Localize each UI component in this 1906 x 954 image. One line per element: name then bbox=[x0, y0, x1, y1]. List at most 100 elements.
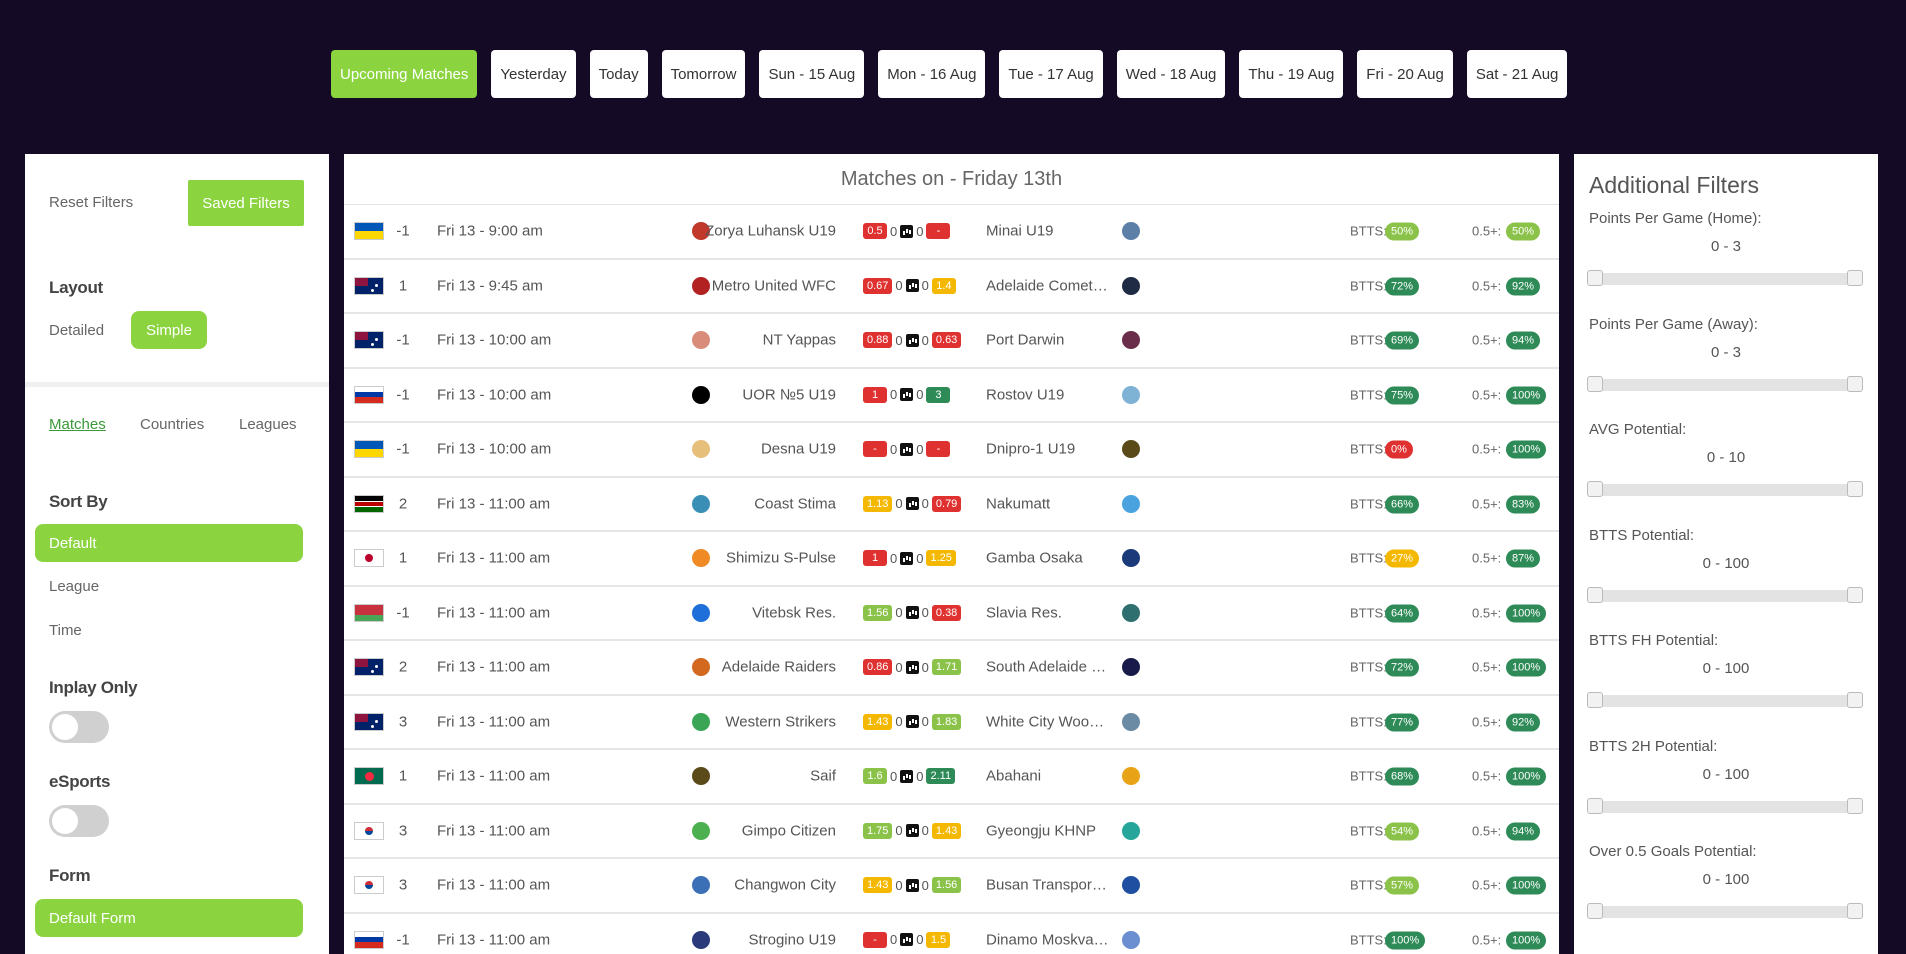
stats-chart-icon[interactable] bbox=[900, 770, 913, 783]
away-team-name[interactable]: Minai U19 bbox=[986, 223, 1111, 240]
sort-default-option[interactable]: Default bbox=[35, 524, 303, 562]
away-team-name[interactable]: Busan Transportation bbox=[986, 877, 1111, 894]
sort-league-option[interactable]: League bbox=[49, 578, 99, 595]
stats-chart-icon[interactable] bbox=[900, 933, 913, 946]
date-tab[interactable]: Sat - 21 Aug bbox=[1467, 50, 1568, 98]
slider-max-handle[interactable] bbox=[1847, 798, 1863, 814]
layout-detailed-option[interactable]: Detailed bbox=[49, 322, 104, 339]
home-team-name[interactable]: Coast Stima bbox=[704, 495, 836, 512]
reset-filters-link[interactable]: Reset Filters bbox=[49, 194, 133, 211]
stats-chart-icon[interactable] bbox=[900, 552, 913, 565]
stats-chart-icon[interactable] bbox=[906, 497, 919, 510]
form-default-option[interactable]: Default Form bbox=[35, 899, 303, 937]
slider-max-handle[interactable] bbox=[1847, 376, 1863, 392]
home-team-name[interactable]: Zorya Luhansk U19 bbox=[704, 223, 836, 240]
away-team-name[interactable]: White City Woodville bbox=[986, 713, 1111, 730]
away-team-name[interactable]: Abahani bbox=[986, 768, 1111, 785]
slider-min-handle[interactable] bbox=[1587, 481, 1603, 497]
away-team-name[interactable]: Slavia Res. bbox=[986, 604, 1111, 621]
date-tab[interactable]: Today bbox=[590, 50, 648, 98]
slider-max-handle[interactable] bbox=[1847, 270, 1863, 286]
tab-countries[interactable]: Countries bbox=[140, 416, 204, 433]
home-team-name[interactable]: Western Strikers bbox=[704, 713, 836, 730]
stats-chart-icon[interactable] bbox=[906, 715, 919, 728]
slider-min-handle[interactable] bbox=[1587, 270, 1603, 286]
stats-chart-icon[interactable] bbox=[900, 225, 913, 238]
range-slider[interactable] bbox=[1589, 273, 1861, 285]
away-team-name[interactable]: Port Darwin bbox=[986, 332, 1111, 349]
slider-min-handle[interactable] bbox=[1587, 587, 1603, 603]
date-tab[interactable]: Yesterday bbox=[491, 50, 575, 98]
inplay-only-toggle[interactable] bbox=[49, 711, 109, 743]
slider-min-handle[interactable] bbox=[1587, 692, 1603, 708]
layout-simple-button[interactable]: Simple bbox=[131, 311, 207, 349]
tab-leagues[interactable]: Leagues bbox=[239, 416, 297, 433]
date-tab[interactable]: Wed - 18 Aug bbox=[1117, 50, 1226, 98]
slider-min-handle[interactable] bbox=[1587, 798, 1603, 814]
home-team-name[interactable]: Strogino U19 bbox=[704, 931, 836, 948]
saved-filters-button[interactable]: Saved Filters bbox=[188, 180, 304, 226]
stats-chart-icon[interactable] bbox=[906, 661, 919, 674]
stats-chart-icon[interactable] bbox=[906, 334, 919, 347]
away-team-name[interactable]: Dnipro-1 U19 bbox=[986, 441, 1111, 458]
date-tab[interactable]: Mon - 16 Aug bbox=[878, 50, 985, 98]
stats-chart-icon[interactable] bbox=[900, 388, 913, 401]
home-team-name[interactable]: Vitebsk Res. bbox=[704, 604, 836, 621]
range-slider[interactable] bbox=[1589, 590, 1861, 602]
home-team-name[interactable]: Adelaide Raiders bbox=[704, 659, 836, 676]
sort-time-option[interactable]: Time bbox=[49, 622, 82, 639]
slider-min-handle[interactable] bbox=[1587, 376, 1603, 392]
slider-max-handle[interactable] bbox=[1847, 481, 1863, 497]
stats-chart-icon[interactable] bbox=[906, 879, 919, 892]
date-tab[interactable]: Sun - 15 Aug bbox=[759, 50, 864, 98]
date-tab[interactable]: Fri - 20 Aug bbox=[1357, 50, 1453, 98]
home-team-name[interactable]: Gimpo Citizen bbox=[704, 822, 836, 839]
date-tab[interactable]: Upcoming Matches bbox=[331, 50, 477, 98]
range-slider[interactable] bbox=[1589, 379, 1861, 391]
stats-chart-icon[interactable] bbox=[900, 443, 913, 456]
home-team-name[interactable]: UOR №5 U19 bbox=[704, 386, 836, 403]
date-tab[interactable]: Tomorrow bbox=[662, 50, 746, 98]
date-tab[interactable]: Thu - 19 Aug bbox=[1239, 50, 1343, 98]
away-team-name[interactable]: Gamba Osaka bbox=[986, 550, 1111, 567]
range-slider[interactable] bbox=[1589, 484, 1861, 496]
away-team-name[interactable]: South Adelaide Panthers bbox=[986, 659, 1111, 676]
slider-max-handle[interactable] bbox=[1847, 692, 1863, 708]
home-team-name[interactable]: Changwon City bbox=[704, 877, 836, 894]
home-team-name[interactable]: Desna U19 bbox=[704, 441, 836, 458]
tab-matches[interactable]: Matches bbox=[49, 416, 106, 433]
away-team-name[interactable]: Nakumatt bbox=[986, 495, 1111, 512]
home-team-name[interactable]: Metro United WFC bbox=[704, 277, 836, 294]
stats-chart-icon[interactable] bbox=[906, 606, 919, 619]
slider-min-handle[interactable] bbox=[1587, 903, 1603, 919]
away-team-name[interactable]: Dinamo Moskva U19 bbox=[986, 931, 1111, 948]
slider-max-handle[interactable] bbox=[1847, 587, 1863, 603]
range-slider[interactable] bbox=[1589, 801, 1861, 813]
home-team-name[interactable]: NT Yappas bbox=[704, 332, 836, 349]
stats-chart-icon[interactable] bbox=[906, 279, 919, 292]
slider-max-handle[interactable] bbox=[1847, 903, 1863, 919]
home-team-name[interactable]: Saif bbox=[704, 768, 836, 785]
